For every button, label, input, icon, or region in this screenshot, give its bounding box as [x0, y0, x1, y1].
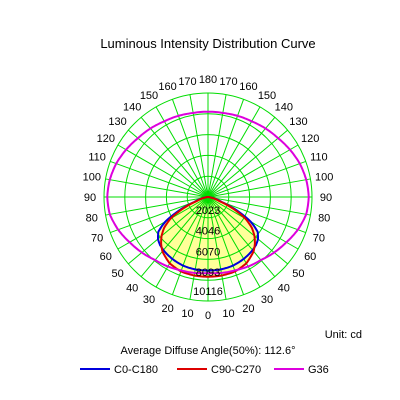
- grid-spoke: [207, 196, 227, 300]
- angle-label-left: 80: [86, 213, 98, 225]
- angle-label-left: 140: [123, 102, 141, 114]
- angle-label-left: 70: [91, 232, 103, 244]
- angle-label-left: 170: [178, 76, 196, 88]
- ring-value-label: 4046: [196, 226, 220, 238]
- angle-label-left: 10: [181, 308, 193, 320]
- grid-spoke: [110, 160, 209, 198]
- legend-label: C90-C270: [211, 364, 261, 376]
- angle-label-right: 70: [313, 232, 325, 244]
- legend: C0-C180 C90-C270 G36: [80, 364, 329, 376]
- grid-spoke: [207, 94, 227, 198]
- angle-label-right: 20: [242, 303, 254, 315]
- label-layer: 0102030405060708090100110120130140150160…: [83, 74, 334, 322]
- angle-label-left: 0: [205, 310, 211, 322]
- angle-label-right: 10: [222, 308, 234, 320]
- series-layer: [106, 110, 310, 278]
- grid-spoke: [207, 178, 311, 198]
- angle-label-right: 160: [239, 81, 257, 93]
- grid-spoke: [207, 160, 306, 198]
- angle-label-left: 130: [108, 116, 126, 128]
- legend-label: G36: [308, 364, 329, 376]
- ring-value-label: 10116: [193, 286, 223, 298]
- angle-label-left: 110: [88, 152, 106, 164]
- average-angle-label: Average Diffuse Angle(50%): 112.6°: [120, 345, 295, 357]
- angle-label-left: 120: [97, 133, 115, 145]
- grid-spoke: [105, 196, 209, 216]
- angle-label-right: 60: [304, 251, 316, 263]
- series-curve-c90-c270: [160, 196, 256, 278]
- ring-value-label: 8093: [196, 267, 220, 279]
- grid-spoke: [105, 178, 209, 198]
- grid-spoke: [117, 144, 209, 198]
- grid-spoke: [207, 144, 299, 198]
- angle-label-right: 80: [318, 213, 330, 225]
- grid-spoke: [140, 117, 209, 198]
- grid-spoke: [207, 196, 311, 216]
- ring-value-label: 6070: [196, 246, 220, 258]
- grid-spoke: [207, 196, 261, 288]
- legend-label: C0-C180: [114, 364, 158, 376]
- angle-label-right: 150: [258, 90, 276, 102]
- series-curve-c0-c180: [157, 196, 259, 272]
- grid-spoke: [189, 196, 209, 300]
- chart-title: Luminous Intensity Distribution Curve: [100, 36, 315, 51]
- angle-label-right: 120: [301, 133, 319, 145]
- angle-label-right: 140: [275, 102, 293, 114]
- angle-label-left: 50: [111, 268, 123, 280]
- grid-spoke: [207, 196, 245, 295]
- grid-spoke: [207, 117, 276, 198]
- angle-label-left: 60: [100, 251, 112, 263]
- grid-spoke: [189, 94, 209, 198]
- grid-spoke: [155, 196, 209, 288]
- grid-spoke: [117, 196, 209, 250]
- angle-label-right: 30: [261, 294, 273, 306]
- angle-label-right: 90: [320, 192, 332, 204]
- unit-label: Unit: cd: [325, 329, 362, 341]
- ring-value-label: 2023: [196, 205, 220, 217]
- angle-label-left: 30: [143, 294, 155, 306]
- angle-label-right: 110: [310, 152, 328, 164]
- grid-spoke: [171, 196, 209, 295]
- polar-grid: [103, 92, 313, 302]
- series-curve-g36: [106, 110, 310, 275]
- grid-spoke: [207, 196, 276, 277]
- angle-label-right: 40: [278, 282, 290, 294]
- angle-label-right: 100: [315, 172, 333, 184]
- grid-spoke: [207, 129, 288, 198]
- grid-spoke: [128, 129, 209, 198]
- angle-label-left: 180: [199, 74, 217, 86]
- angle-label-left: 90: [84, 192, 96, 204]
- angle-label-left: 20: [161, 303, 173, 315]
- grid-spoke: [140, 196, 209, 277]
- angle-label-left: 40: [126, 282, 138, 294]
- angle-label-left: 160: [158, 81, 176, 93]
- angle-label-left: 150: [140, 90, 158, 102]
- angle-label-left: 100: [83, 172, 101, 184]
- angle-label-right: 170: [219, 76, 237, 88]
- angle-label-right: 130: [289, 116, 307, 128]
- angle-label-right: 50: [292, 268, 304, 280]
- grid-spoke: [207, 196, 299, 250]
